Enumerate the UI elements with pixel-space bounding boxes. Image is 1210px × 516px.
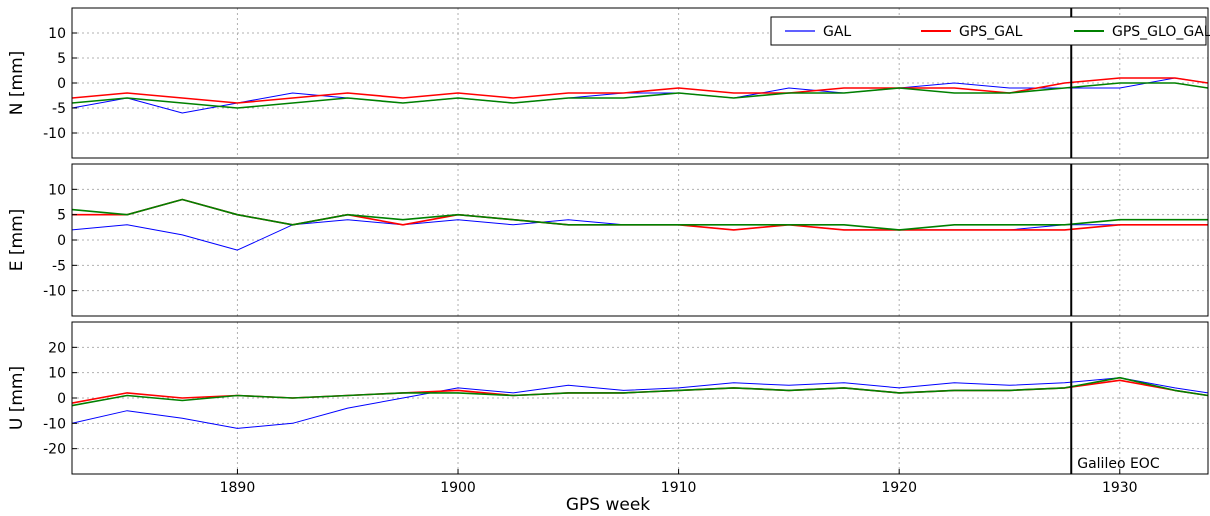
event-annotation: Galileo EOC (1077, 456, 1160, 472)
y-tick-label: 10 (48, 182, 66, 198)
y-tick-label: -20 (43, 442, 66, 458)
y-axis-label: N [mm] (7, 51, 27, 116)
x-tick-label: 1910 (661, 480, 697, 496)
y-axis-label: E [mm] (7, 209, 27, 272)
x-tick-label: 1920 (881, 480, 917, 496)
panels: 10 5 0 -5 -10 N [mm] 10 5 0 -5 -10 E [mm] 20 10 0 -10 -2… (7, 7, 1210, 496)
panel-up: 20 10 0 -10 -20 U [mm] (7, 321, 1209, 475)
x-tick-label: 1890 (220, 480, 256, 496)
y-axis-label: U [mm] (7, 366, 27, 430)
series-line-gps_glo_gal (72, 376, 1208, 407)
panel-east: 10 5 0 -5 -10 E [mm] (7, 163, 1209, 317)
legend: GAL GPS_GAL GPS_GLO_GAL (770, 16, 1210, 46)
series-line-gal (72, 377, 1208, 429)
series-line-gps_gal (72, 77, 1208, 104)
series-group (72, 376, 1208, 429)
y-tick-label: 5 (57, 208, 66, 224)
y-tick-label: 20 (48, 340, 66, 356)
legend-label-gal: GAL (823, 24, 851, 40)
legend-label-gps_gal: GPS_GAL (959, 24, 1023, 40)
y-tick-label: 0 (57, 391, 66, 407)
y-tick-label: -10 (43, 416, 66, 432)
y-tick-label: -5 (52, 258, 66, 274)
series-line-gps_glo_gal (72, 82, 1208, 109)
x-axis-label: GPS week (566, 495, 650, 515)
x-tick-label: 1930 (1102, 480, 1138, 496)
series-line-gps_glo_gal (72, 198, 1208, 231)
x-tick-label: 1900 (440, 480, 476, 496)
series-group (72, 77, 1208, 114)
y-tick-label: 10 (48, 366, 66, 382)
y-tick-label: 10 (48, 26, 66, 42)
legend-label-gps_glo_gal: GPS_GLO_GAL (1112, 24, 1210, 40)
legend-box (770, 16, 1207, 46)
series-group (72, 198, 1208, 251)
y-tick-label: 5 (57, 51, 66, 67)
y-tick-label: -5 (52, 101, 66, 117)
y-tick-label: -10 (43, 284, 66, 300)
y-tick-label: 0 (57, 233, 66, 249)
y-tick-label: -10 (43, 126, 66, 142)
y-tick-label: 0 (57, 76, 66, 92)
